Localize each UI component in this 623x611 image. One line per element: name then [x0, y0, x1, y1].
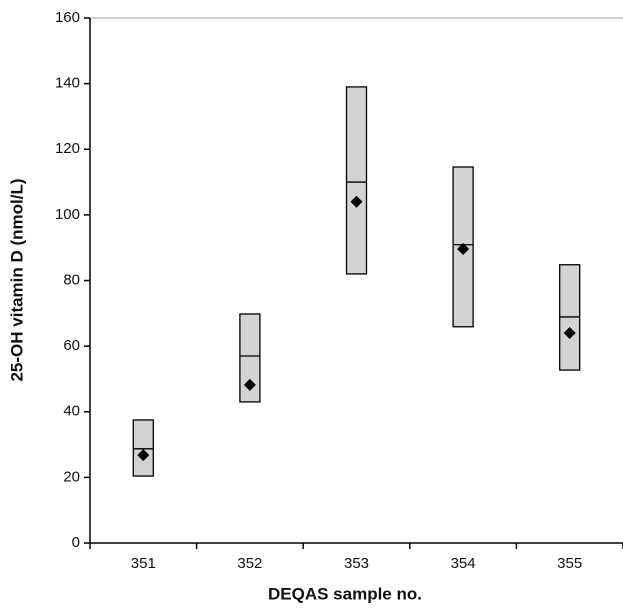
y-tick-label: 160	[55, 9, 80, 26]
y-tick-label: 20	[63, 468, 80, 485]
x-tick-label: 352	[237, 555, 262, 572]
point-marker	[563, 327, 576, 339]
range-box	[345, 86, 368, 275]
x-tick-label: 353	[344, 555, 369, 572]
range-box	[132, 419, 154, 477]
y-tick-label: 100	[55, 206, 80, 223]
y-tick-label: 140	[55, 75, 80, 92]
y-tick-label: 80	[63, 271, 80, 288]
point-marker	[243, 378, 256, 391]
x-axis-label: DEQAS sample no.	[268, 584, 422, 603]
point-marker	[350, 195, 363, 208]
x-tick-label: 351	[131, 555, 156, 572]
point-marker	[457, 243, 470, 255]
y-tick-label: 120	[55, 140, 80, 157]
x-tick-label: 355	[557, 555, 582, 572]
y-tick-label: 40	[63, 403, 80, 420]
x-tick-label: 354	[451, 555, 476, 572]
range-box	[239, 313, 261, 403]
y-tick-label: 60	[63, 337, 80, 354]
point-marker	[137, 449, 150, 462]
y-axis-label: 25-OH vitamin D (nmol/L)	[7, 178, 26, 381]
y-tick-label: 0	[72, 534, 80, 551]
